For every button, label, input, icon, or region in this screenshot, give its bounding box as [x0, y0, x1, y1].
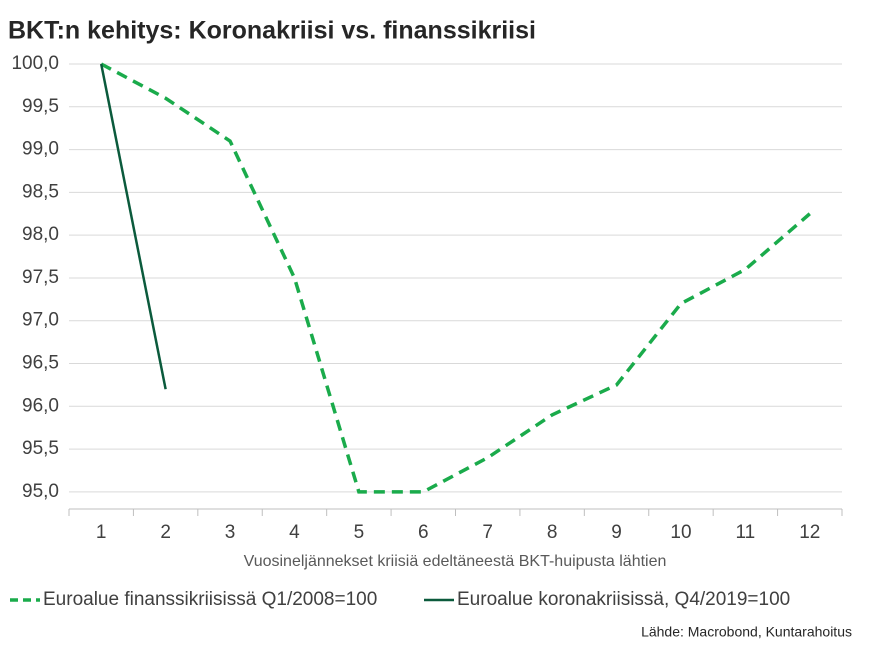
y-tick-label: 98,0: [22, 224, 59, 245]
y-tick-label: 99,0: [22, 139, 59, 160]
x-tick-label: 1: [96, 522, 107, 543]
x-tick-label: 3: [225, 522, 236, 543]
x-axis-label: Vuosineljännekset kriisiä edeltäneestä B…: [244, 553, 667, 570]
y-tick-label: 100,0: [11, 53, 59, 74]
x-tick-label: 2: [160, 522, 171, 543]
series-line: [100, 62, 811, 494]
y-tick-label: 98,5: [22, 181, 59, 202]
y-tick-label: 97,5: [22, 267, 59, 288]
x-tick-label: 7: [482, 522, 493, 543]
y-tick-label: 95,0: [22, 481, 59, 502]
x-tick-label: 9: [611, 522, 622, 543]
source: Lähde: Macrobond, Kuntarahoitus: [641, 624, 852, 640]
x-tick-label: 4: [289, 522, 300, 543]
y-tick-label: 95,5: [22, 438, 59, 459]
x-tick-label: 11: [736, 522, 756, 543]
chart-title: BKT:n kehitys: Koronakriisi vs. finanssi…: [8, 17, 536, 45]
y-tick-label: 96,0: [22, 395, 59, 416]
y-tick-label: 97,0: [22, 310, 59, 331]
x-tick-label: 12: [799, 522, 820, 543]
y-tick-label: 99,5: [22, 96, 59, 117]
series-line: [99, 63, 167, 390]
legend-label: Euroalue finanssikriisissä Q1/2008=100: [43, 589, 377, 610]
x-tick-label: 6: [418, 522, 429, 543]
y-tick-label: 96,5: [22, 353, 59, 374]
x-tick-label: 10: [670, 522, 691, 543]
x-tick-label: 5: [354, 522, 365, 543]
legend-label: Euroalue koronakriisissä, Q4/2019=100: [457, 589, 790, 610]
x-tick-label: 8: [547, 522, 558, 543]
